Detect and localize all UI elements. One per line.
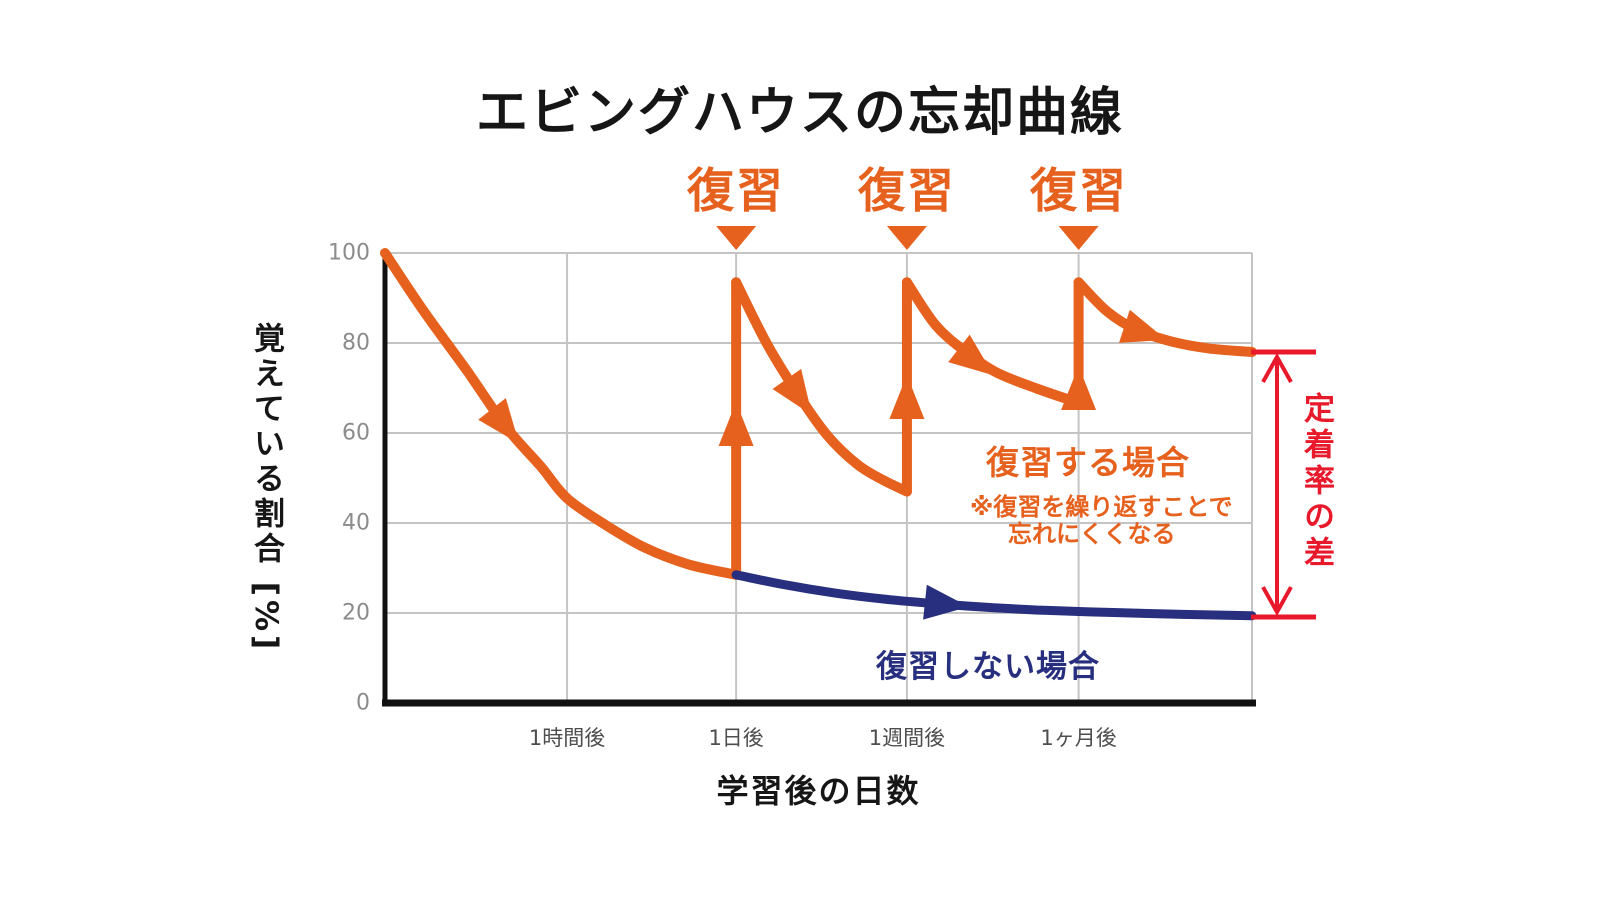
flow-arrow-icon <box>718 402 754 446</box>
review-marker-label-1: 復習 <box>687 164 785 219</box>
review-triangle-icon <box>1058 226 1099 250</box>
x-axis-title: 学習後の日数 <box>716 772 921 810</box>
y-axis-title: 覚えている割合 [%] <box>248 322 284 654</box>
flow-arrow-icon <box>1061 366 1097 410</box>
series-with-review <box>731 277 912 497</box>
x-tick-label: 1ヶ月後 <box>1040 726 1117 750</box>
x-tick-label: 1週間後 <box>868 726 946 750</box>
y-tick-label: 20 <box>342 600 370 626</box>
with-review-series-label: 復習する場合 <box>986 443 1190 482</box>
without-review-series-label: 復習しない場合 <box>876 649 1100 685</box>
flow-arrow-icon <box>948 334 994 376</box>
flow-arrow-icon <box>772 368 812 415</box>
flow-arrow-icon <box>889 375 925 419</box>
retention-gap-label: 定着率の差 <box>1298 392 1334 572</box>
y-tick-label: 80 <box>342 330 370 356</box>
x-tick-label: 1時間後 <box>528 726 606 750</box>
series-without-review <box>731 570 1257 621</box>
review-triangle-icon <box>886 226 927 250</box>
page-title: エビングハウスの忘却曲線 <box>475 83 1124 143</box>
flow-arrow-icon <box>923 584 969 620</box>
series-with-review <box>1073 277 1257 357</box>
y-tick-label: 40 <box>342 510 370 536</box>
review-marker-label-3: 復習 <box>1030 164 1128 219</box>
flow-arrow-icon <box>1119 309 1167 343</box>
y-tick-label: 0 <box>356 690 370 716</box>
flow-arrow-icon <box>478 398 520 444</box>
review-triangle-icon <box>716 226 757 250</box>
y-tick-label: 60 <box>342 420 370 446</box>
x-tick-label: 1日後 <box>708 726 764 750</box>
gap-arrow-down-icon <box>1261 586 1293 617</box>
gap-arrow-up-icon <box>1261 352 1293 383</box>
y-tick-label: 100 <box>328 240 370 266</box>
series-with-review <box>380 248 742 580</box>
with-review-note-line2: 忘れにくくなる <box>1008 520 1176 548</box>
review-marker-label-2: 復習 <box>858 164 956 219</box>
with-review-note-line1: ※復習を繰り返すことで <box>970 493 1233 521</box>
